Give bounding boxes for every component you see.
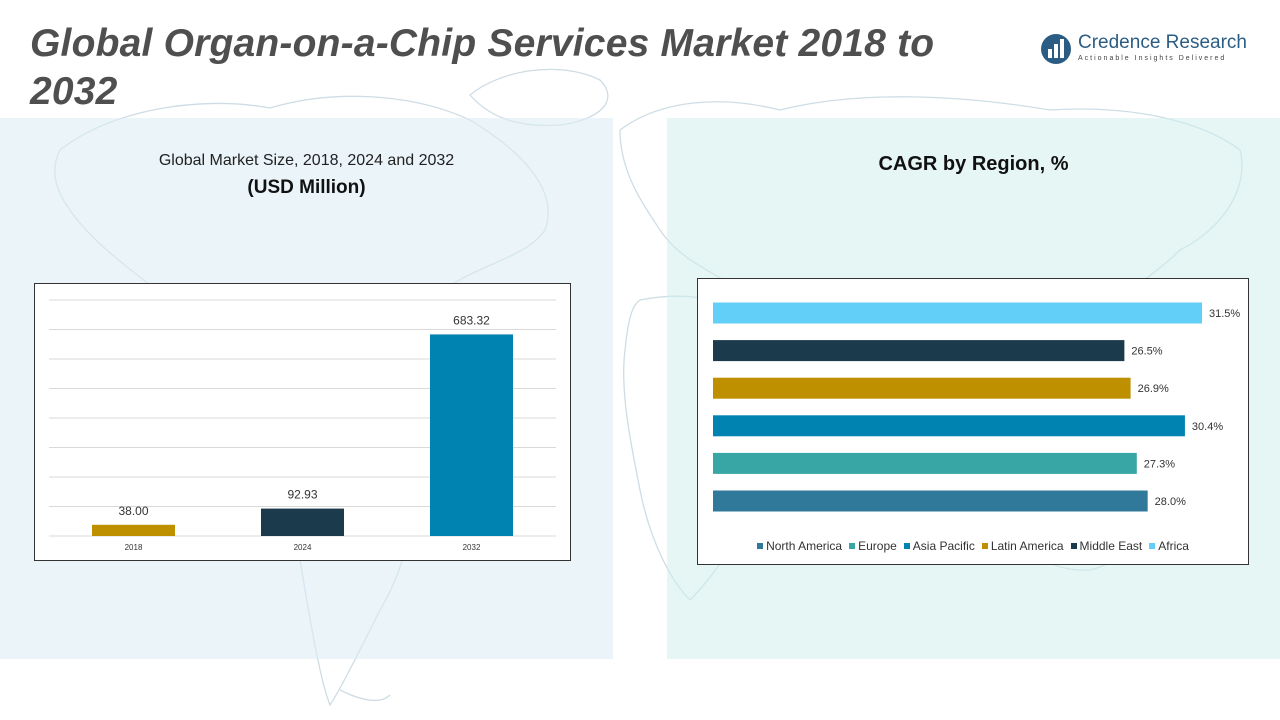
legend-item-europe: Europe — [849, 539, 897, 553]
legend-swatch — [849, 543, 856, 549]
legend-label: Middle East — [1079, 539, 1143, 553]
legend-label: Latin America — [990, 539, 1064, 553]
bar-value-label: 38.00 — [118, 504, 148, 518]
bar-africa — [713, 302, 1202, 324]
logo-tagline: Actionable Insights Delivered — [1078, 55, 1227, 62]
legend-item-asia-pacific: Asia Pacific — [903, 539, 975, 553]
legend-swatch — [981, 543, 988, 549]
bar-asia-pacific — [713, 415, 1185, 437]
logo-name: Credence Research — [1078, 32, 1247, 53]
cagr-chart: 28.0% 27.3% 30.4% 26.9% 26.5% 31.5% North Ame… — [697, 278, 1249, 565]
bar-value-label: 683.32 — [453, 313, 490, 327]
bar-2024 — [261, 508, 344, 536]
bar-value-label: 28.0% — [1155, 496, 1186, 508]
legend-swatch — [1070, 543, 1077, 549]
bar-2032 — [430, 334, 513, 536]
x-tick-label: 2024 — [294, 543, 312, 552]
x-tick-label: 2018 — [125, 543, 143, 552]
legend-label: Asia Pacific — [912, 539, 975, 553]
market-size-chart: 38.00 2018 92.93 2024 683.32 2032 — [34, 283, 571, 561]
legend-swatch — [757, 543, 764, 549]
cagr-legend: North America Europe Asia Pacific Latin Ame… — [698, 539, 1248, 553]
cagr-horizontal-bar-chart: 28.0% 27.3% 30.4% 26.9% 26.5% 31.5% — [713, 302, 1240, 512]
bar-value-label: 26.5% — [1131, 346, 1162, 358]
legend-swatch — [903, 543, 910, 549]
bar-value-label: 26.9% — [1138, 383, 1169, 395]
logo-icon — [1041, 34, 1071, 64]
legend-label: Europe — [858, 539, 897, 553]
bar-value-label: 92.93 — [287, 488, 317, 502]
cagr-chart-title: CAGR by Region, % — [878, 153, 1069, 175]
bar-value-label: 31.5% — [1209, 308, 1240, 320]
legend-item-north-america: North America — [757, 539, 842, 553]
bar-latin-america — [713, 377, 1131, 399]
legend-item-middle-east: Middle East — [1070, 539, 1143, 553]
legend-label: North America — [766, 539, 843, 553]
market-size-chart-unit: (USD Million) — [247, 177, 366, 198]
bar-value-label: 30.4% — [1192, 421, 1223, 433]
market-size-bar-chart: 38.00 2018 92.93 2024 683.32 2032 — [49, 299, 556, 552]
market-size-chart-title: Global Market Size, 2018, 2024 and 2032 — [158, 152, 455, 169]
legend-item-africa: Africa — [1149, 539, 1189, 553]
bar-north-america — [713, 490, 1148, 512]
x-tick-label: 2032 — [463, 543, 481, 552]
bar-europe — [713, 452, 1137, 474]
legend-swatch — [1149, 543, 1156, 549]
credence-research-logo: Credence Research Actionable Insights De… — [1040, 32, 1260, 72]
legend-label: Africa — [1158, 539, 1189, 553]
legend-item-latin-america: Latin America — [981, 539, 1064, 553]
bar-2018 — [92, 524, 175, 536]
page-title: Global Organ-on-a-Chip Services Market 2… — [30, 22, 935, 113]
bar-middle-east — [713, 340, 1125, 362]
bar-value-label: 27.3% — [1144, 458, 1175, 470]
